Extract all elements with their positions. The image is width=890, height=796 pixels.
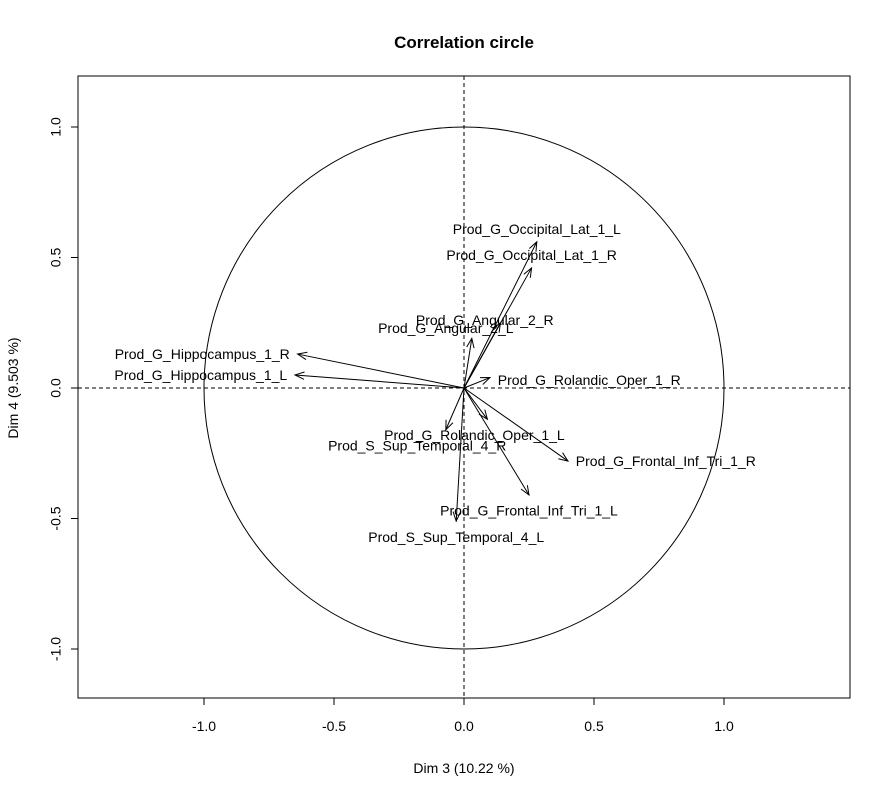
x-tick-label: -1.0: [192, 718, 216, 734]
vector-label: Prod_G_Angular_2_R: [416, 312, 554, 328]
vector-arrowhead: [523, 266, 533, 278]
y-axis: -1.0 -0.5 0.0 0.5 1.0: [48, 117, 79, 661]
vector-label: Prod_G_Angular_2_L: [378, 320, 514, 336]
variable-vector: Prod_G_Rolandic_Oper_1_L: [384, 387, 565, 443]
vector-arrowhead: [520, 485, 530, 497]
x-tick-label: 0.5: [584, 718, 604, 734]
vector-arrow: [463, 338, 473, 389]
x-tick-label: -0.5: [322, 718, 346, 734]
vector-label: Prod_G_Occipital_Lat_1_L: [453, 221, 621, 237]
variable-vector: Prod_G_Angular_2_R: [416, 312, 554, 389]
vector-label: Prod_G_Frontal_Inf_Tri_1_L: [440, 503, 618, 519]
vector-label: Prod_G_Hippocampus_1_L: [114, 367, 287, 383]
vector-arrowhead: [452, 511, 461, 523]
vector-label: Prod_S_Sup_Temporal_4_R: [328, 437, 506, 453]
vector-arrow: [463, 322, 501, 389]
vector-arrowhead: [479, 377, 492, 385]
vector-label: Prod_G_Occipital_Lat_1_R: [446, 247, 616, 263]
vector-label: Prod_G_Rolandic_Oper_1_R: [498, 372, 681, 388]
variable-vector: Prod_G_Hippocampus_1_R: [115, 346, 465, 389]
x-axis-title: Dim 3 (10.22 %): [413, 760, 514, 776]
unit-circle: [203, 126, 725, 650]
vector-arrowhead: [445, 419, 454, 431]
variable-vector: Prod_S_Sup_Temporal_4_R: [328, 387, 506, 453]
vector-label: Prod_G_Hippocampus_1_R: [115, 346, 290, 362]
vector-arrow: [455, 387, 465, 522]
variable-vector: Prod_G_Frontal_Inf_Tri_1_R: [463, 387, 756, 469]
variable-vector: Prod_G_Occipital_Lat_1_L: [453, 221, 621, 389]
variable-vector: Prod_S_Sup_Temporal_4_L: [368, 387, 544, 545]
variable-vector: Prod_G_Angular_2_L: [378, 320, 514, 389]
y-tick-label: -1.0: [48, 637, 64, 661]
y-tick-label: -0.5: [48, 506, 64, 530]
vector-arrowhead: [293, 371, 305, 380]
vector-label: Prod_S_Sup_Temporal_4_L: [368, 529, 544, 545]
variable-vector: Prod_G_Hippocampus_1_L: [114, 367, 465, 389]
vector-arrow: [463, 387, 488, 420]
vector-arrowhead: [492, 321, 502, 333]
vector-arrowhead: [558, 452, 570, 462]
vector-arrow: [463, 387, 569, 462]
x-axis: -1.0 -0.5 0.0 0.5 1.0: [192, 697, 734, 734]
vector-arrow: [445, 387, 465, 430]
y-axis-title: Dim 4 (9.503 %): [5, 337, 21, 438]
vector-arrowhead: [478, 409, 489, 421]
y-tick-label: 1.0: [48, 117, 64, 137]
vector-arrowhead: [466, 337, 475, 349]
vector-arrow: [463, 377, 491, 389]
y-tick-label: 0.5: [48, 248, 64, 268]
vector-label: Prod_G_Rolandic_Oper_1_L: [384, 427, 565, 443]
y-tick-label: 0.0: [48, 378, 64, 398]
x-tick-label: 1.0: [714, 718, 734, 734]
variable-vector: Prod_G_Rolandic_Oper_1_R: [463, 372, 681, 389]
chart-title: Correlation circle: [394, 33, 534, 52]
vector-arrow: [297, 353, 465, 389]
plot-area: Prod_G_Occipital_Lat_1_L Prod_G_Occipital…: [78, 76, 850, 698]
x-tick-label: 0.0: [454, 718, 474, 734]
vector-arrow: [294, 374, 465, 389]
vector-arrowhead: [296, 351, 308, 360]
vector-arrow: [463, 241, 538, 389]
vector-arrow: [463, 387, 530, 496]
vector-arrowhead: [529, 240, 538, 252]
variable-vector: Prod_G_Frontal_Inf_Tri_1_L: [440, 387, 618, 519]
vector-label: Prod_G_Frontal_Inf_Tri_1_R: [576, 453, 756, 469]
